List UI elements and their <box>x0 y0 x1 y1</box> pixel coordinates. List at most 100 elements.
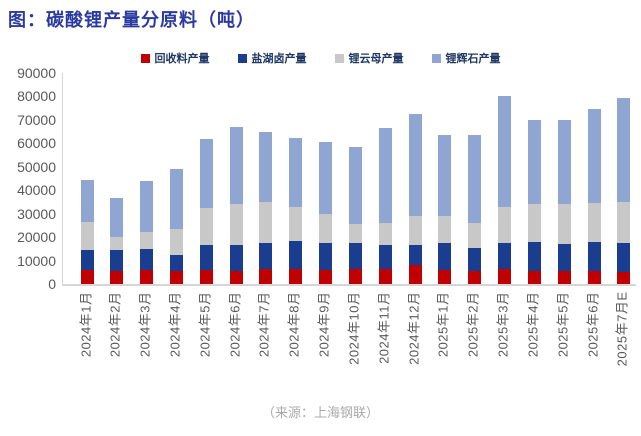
stacked-bar <box>80 179 94 284</box>
legend-swatch-spodumene <box>431 53 441 63</box>
bar-segment-brine <box>408 245 422 266</box>
bar-segment-lepidolite <box>378 223 392 246</box>
x-axis-label: 2024年2月 <box>107 291 123 358</box>
bar-segment-recycled <box>587 271 601 284</box>
bar-segment-brine <box>289 240 303 269</box>
bar-segment-spodumene <box>378 128 392 224</box>
bar-segment-spodumene <box>229 126 243 205</box>
legend: 回收料产量 盐湖卤产量 锂云母产量 锂辉石产量 <box>0 50 641 66</box>
bar-segment-brine <box>199 245 213 270</box>
bar-segment-recycled <box>199 269 213 284</box>
bar-segment-recycled <box>289 268 303 284</box>
legend-label-lepidolite: 锂云母产量 <box>348 53 404 65</box>
bar-segment-lepidolite <box>319 213 333 243</box>
bar-segment-brine <box>498 242 512 269</box>
bar-segment-spodumene <box>468 135 482 224</box>
plot-area <box>62 73 636 286</box>
bar-segment-lepidolite <box>498 206 512 243</box>
bar-segment-spodumene <box>289 137 303 207</box>
stacked-bar <box>259 131 273 284</box>
bar-segment-spodumene <box>438 135 452 217</box>
stacked-bar <box>617 97 631 284</box>
bar-segment-recycled <box>259 268 273 284</box>
bar-segment-brine <box>348 242 362 269</box>
stacked-bar <box>169 169 183 284</box>
bar-segment-recycled <box>468 271 482 284</box>
stacked-bar <box>498 96 512 284</box>
y-axis-label: 70000 <box>17 111 56 128</box>
bar-segment-brine <box>259 242 273 269</box>
bar-segment-recycled <box>169 271 183 284</box>
stacked-bar <box>587 109 601 284</box>
bar-segment-recycled <box>617 272 631 284</box>
chart-title: 图：碳酸锂产量分原料（吨） <box>8 10 255 30</box>
x-axis-label: 2024年7月 <box>256 291 272 358</box>
stacked-bar <box>319 142 333 284</box>
x-axis-label: 2025年4月 <box>525 291 541 358</box>
bar-segment-spodumene <box>557 119 571 205</box>
y-axis-label: 0 <box>48 276 56 292</box>
bar-segment-spodumene <box>110 198 124 238</box>
x-axis-label: 2025年5月 <box>555 291 571 358</box>
x-axis-label: 2025年7月E <box>614 291 630 367</box>
x-axis-label: 2024年8月 <box>286 291 302 358</box>
bar-segment-lepidolite <box>169 228 183 255</box>
legend-swatch-brine <box>237 53 247 63</box>
bar-segment-brine <box>110 250 124 272</box>
stacked-bar <box>140 180 154 284</box>
bar-segment-lepidolite <box>557 204 571 245</box>
y-axis-label: 60000 <box>17 135 56 152</box>
bar-segment-lepidolite <box>527 204 541 242</box>
legend-item-brine: 盐湖卤产量 <box>237 50 307 66</box>
stacked-bar <box>378 128 392 284</box>
x-axis-label: 2024年5月 <box>197 291 213 358</box>
y-axis-label: 20000 <box>17 229 56 246</box>
x-axis-label: 2025年2月 <box>465 291 481 358</box>
bar-segment-recycled <box>110 271 124 284</box>
bar-segment-spodumene <box>140 180 154 233</box>
bar-segment-brine <box>229 245 243 272</box>
x-axis-label: 2025年3月 <box>495 291 511 358</box>
bar-segment-spodumene <box>527 119 541 205</box>
bar-segment-lepidolite <box>110 237 124 251</box>
bar-segment-lepidolite <box>468 223 482 248</box>
bar-segment-lepidolite <box>259 201 273 243</box>
x-axis-label: 2024年4月 <box>167 291 183 358</box>
y-axis-label: 50000 <box>17 158 56 175</box>
x-axis-label: 2024年12月 <box>406 291 422 365</box>
bar-segment-lepidolite <box>408 216 422 246</box>
bar-segment-recycled <box>557 271 571 284</box>
stacked-bar <box>199 138 213 284</box>
bar-segment-lepidolite <box>289 206 303 241</box>
bar-segment-brine <box>319 242 333 270</box>
bar-segment-spodumene <box>617 97 631 202</box>
stacked-bar <box>348 146 362 284</box>
bar-segment-recycled <box>229 271 243 284</box>
x-axis-label: 2024年10月 <box>346 291 362 365</box>
bar-segment-brine <box>468 247 482 272</box>
bar-segment-spodumene <box>199 138 213 208</box>
bar-segment-brine <box>587 241 601 272</box>
bar-segment-recycled <box>408 265 422 284</box>
bar-segment-lepidolite <box>587 203 601 242</box>
y-axis-label: 40000 <box>17 182 56 199</box>
bar-segment-spodumene <box>259 131 273 202</box>
x-axis-label: 2024年3月 <box>137 291 153 358</box>
bar-segment-brine <box>378 245 392 269</box>
bar-segment-lepidolite <box>438 216 452 243</box>
bar-segment-brine <box>557 244 571 272</box>
bar-segment-brine <box>527 241 541 272</box>
bar-segment-recycled <box>80 269 94 284</box>
legend-item-lepidolite: 锂云母产量 <box>334 50 404 66</box>
legend-item-recycled: 回收料产量 <box>140 50 210 66</box>
bar-segment-lepidolite <box>229 204 243 246</box>
bar-segment-recycled <box>378 268 392 284</box>
stacked-bar <box>557 119 571 284</box>
x-axis-label: 2024年1月 <box>78 291 93 358</box>
bar-segment-recycled <box>348 268 362 284</box>
bar-segment-lepidolite <box>199 207 213 246</box>
x-axis-label: 2024年9月 <box>316 291 332 358</box>
bar-segment-recycled <box>438 269 452 284</box>
stacked-bar <box>468 135 482 284</box>
x-axis-label: 2025年1月 <box>435 291 451 358</box>
